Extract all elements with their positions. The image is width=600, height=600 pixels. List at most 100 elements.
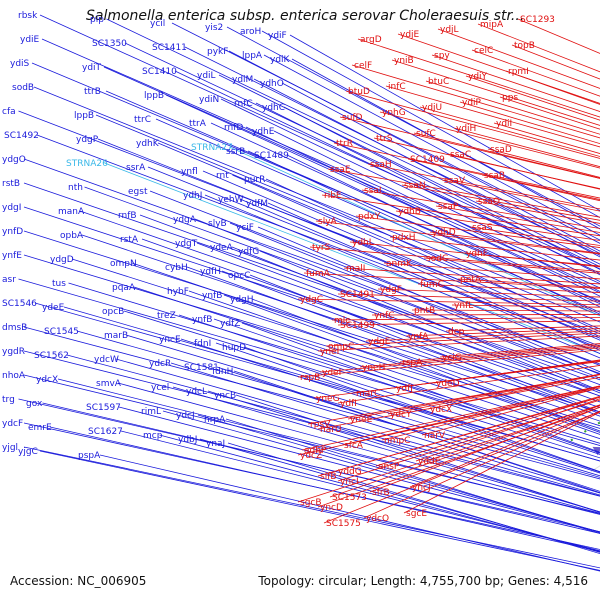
gene-label: SC1575	[326, 519, 361, 529]
leader-line	[403, 411, 600, 514]
gene-label: yniB	[394, 56, 414, 66]
gene-label: sfcA	[344, 441, 364, 451]
leader-line	[155, 118, 600, 313]
leader-line	[429, 231, 600, 254]
gene-label: tus	[52, 279, 66, 289]
gene-label: smvA	[96, 379, 122, 389]
gene-label: ssaV	[444, 176, 466, 186]
leader-line	[377, 288, 600, 298]
gene-label: ynfl	[181, 167, 198, 177]
gene-label: opcC	[228, 271, 250, 281]
gene-label: yneH	[362, 363, 385, 373]
gene-label: pps	[502, 93, 518, 103]
leader-line	[228, 50, 600, 244]
leader-line	[103, 66, 600, 289]
leader-line	[355, 215, 600, 248]
gene-label: yehW	[218, 195, 244, 205]
leader-line	[337, 365, 600, 404]
leader-line	[445, 325, 600, 332]
leader-line	[99, 454, 600, 572]
leader-line	[313, 361, 600, 399]
leader-line	[125, 334, 600, 477]
gene-label: SC1562	[34, 351, 69, 361]
leader-line	[301, 385, 600, 451]
gene-label: manA	[58, 207, 85, 217]
leader-line	[23, 182, 600, 381]
leader-line	[184, 46, 600, 254]
gene-label: ynaJ	[206, 439, 225, 449]
gene-label: ydiI	[496, 119, 512, 129]
leader-line	[131, 262, 600, 422]
gene-label: ttrA	[189, 119, 207, 129]
gene-label: sgcB	[300, 498, 322, 508]
leader-line	[395, 210, 600, 241]
gene-label: yneG	[316, 394, 340, 404]
leader-line	[106, 18, 600, 256]
gene-label: ydcZ	[300, 451, 322, 461]
leader-line	[249, 274, 600, 413]
leader-line	[229, 222, 600, 375]
leader-line	[66, 354, 600, 497]
gene-label: SC1627	[88, 427, 123, 437]
leader-line	[229, 146, 600, 317]
gene-label: ydeE	[42, 303, 65, 313]
gene-label: ydgD	[50, 255, 74, 265]
leader-line	[118, 406, 600, 533]
gene-label: rspB	[300, 373, 320, 383]
gene-label: rpmI	[508, 67, 529, 77]
gene-label: sgcE	[406, 509, 427, 519]
leader-line	[18, 398, 600, 533]
leader-line	[339, 116, 600, 179]
gene-label: SC1410	[142, 67, 177, 77]
leader-line	[255, 102, 600, 276]
leader-line	[481, 174, 600, 202]
gene-label: ydgP	[76, 135, 99, 145]
leader-line	[265, 178, 600, 333]
gene-label: ydfG	[238, 247, 259, 257]
gene-label: ydfZ	[220, 319, 240, 329]
gene-label: ydgH	[230, 295, 254, 305]
gene-label: SC1581	[184, 363, 219, 373]
gene-label: ydhO	[260, 79, 284, 89]
gene-label: rpsV	[310, 420, 331, 430]
leader-line	[341, 385, 600, 446]
leader-line	[363, 410, 600, 519]
leader-line	[337, 320, 600, 326]
gene-label: sfrB	[372, 488, 390, 498]
leader-line	[425, 80, 600, 135]
leader-line	[221, 270, 600, 415]
leader-line	[283, 106, 600, 270]
gene-label: infC	[388, 82, 406, 92]
gene-label: lppB	[74, 111, 94, 121]
gene-label: SC1409	[410, 155, 445, 165]
leader-line	[42, 402, 600, 534]
gene-label: ynfB	[192, 315, 212, 325]
leader-line	[297, 404, 600, 503]
leader-line	[124, 42, 600, 268]
leader-line	[427, 374, 600, 410]
leader-line-layer	[18, 14, 600, 572]
leader-line	[165, 94, 600, 294]
gene-label: btuD	[348, 87, 370, 97]
leader-line	[333, 142, 600, 199]
leader-line	[399, 344, 600, 363]
gene-label: SC1489	[254, 151, 289, 161]
leader-line	[141, 238, 600, 403]
leader-line	[405, 328, 600, 337]
gene-label: ydiH	[456, 124, 476, 134]
accession-text: Accession: NC_006905	[10, 574, 147, 588]
gene-label: STRNA27	[191, 143, 233, 153]
gene-label: ssaB	[484, 171, 505, 181]
gene-label: SC1546	[2, 299, 37, 309]
leader-line	[447, 153, 600, 190]
leader-line	[63, 306, 600, 462]
gene-label: ydhL	[352, 238, 374, 248]
leader-line	[220, 98, 600, 283]
gene-label: ydgA	[173, 215, 197, 225]
gene-label: rbsk	[18, 11, 38, 21]
gene-label: ydcX	[430, 405, 452, 415]
gene-label: ydjL	[440, 25, 459, 35]
gene-label: ynfL	[454, 301, 473, 311]
gene-label: mcp	[143, 431, 163, 441]
gene-label: tyrS	[312, 243, 331, 253]
